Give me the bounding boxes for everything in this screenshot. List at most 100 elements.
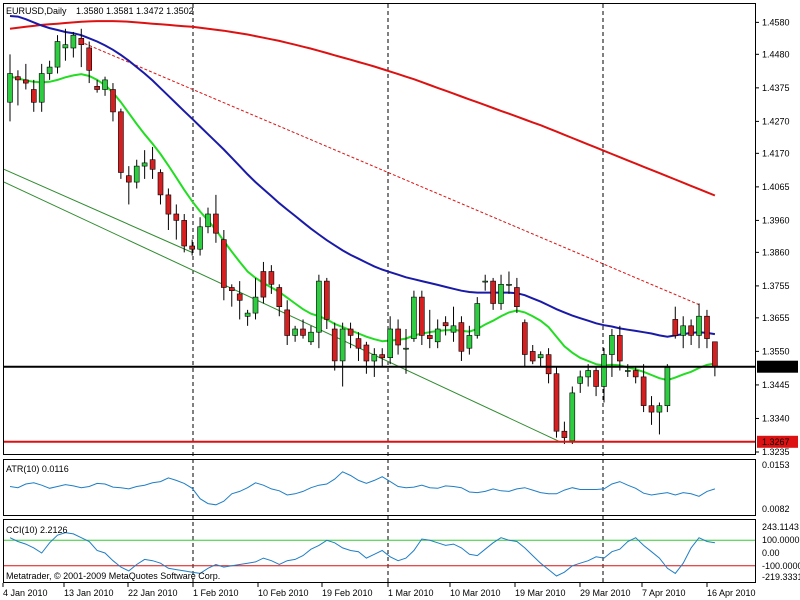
candle[interactable]	[308, 325, 314, 345]
candle[interactable]	[284, 300, 291, 345]
candle[interactable]	[236, 281, 243, 320]
price-axis-label: 1.3655	[762, 313, 790, 323]
candle[interactable]	[244, 309, 251, 326]
candle[interactable]	[656, 402, 663, 435]
candle[interactable]	[300, 319, 306, 339]
candle-body	[577, 376, 584, 384]
candle[interactable]	[577, 370, 584, 393]
candle[interactable]	[110, 83, 116, 122]
candle[interactable]	[672, 306, 679, 339]
trendlines[interactable]	[3, 41, 701, 443]
candle[interactable]	[561, 421, 568, 445]
candle[interactable]	[78, 28, 85, 68]
candle[interactable]	[252, 277, 259, 320]
candle[interactable]	[149, 146, 156, 179]
candle[interactable]	[458, 316, 465, 361]
candle[interactable]	[181, 214, 187, 253]
candle[interactable]	[15, 70, 21, 106]
candle[interactable]	[126, 166, 132, 205]
candle[interactable]	[292, 325, 298, 342]
candle[interactable]	[601, 348, 607, 403]
candle[interactable]	[54, 35, 61, 74]
candle[interactable]	[474, 297, 481, 339]
candle[interactable]	[537, 351, 544, 368]
candle[interactable]	[632, 367, 639, 384]
candle[interactable]	[205, 207, 211, 234]
candle[interactable]	[640, 364, 647, 413]
candle[interactable]	[593, 367, 599, 397]
candle[interactable]	[609, 329, 615, 377]
candle[interactable]	[213, 194, 219, 243]
candle[interactable]	[157, 169, 164, 205]
candle[interactable]	[696, 303, 702, 349]
candle[interactable]	[379, 348, 386, 368]
trendline-lower[interactable]	[3, 181, 561, 443]
candle[interactable]	[411, 290, 417, 342]
candle[interactable]	[331, 322, 338, 371]
candle[interactable]	[22, 63, 29, 90]
horizontal-levels[interactable]	[4, 365, 755, 443]
candle[interactable]	[395, 319, 401, 355]
candle[interactable]	[514, 277, 520, 314]
candle-body	[474, 303, 481, 336]
candle[interactable]	[46, 60, 53, 80]
candle[interactable]	[569, 386, 576, 445]
candle-body	[403, 347, 409, 350]
candle[interactable]	[387, 316, 394, 365]
candle[interactable]	[664, 364, 671, 413]
candle[interactable]	[355, 332, 362, 361]
candle[interactable]	[339, 322, 346, 387]
candle[interactable]	[173, 204, 180, 240]
candle[interactable]	[585, 364, 592, 387]
candle[interactable]	[371, 348, 378, 377]
candle[interactable]	[197, 217, 203, 256]
trendline-upper[interactable]	[3, 168, 193, 253]
candle[interactable]	[490, 277, 496, 310]
candle[interactable]	[70, 31, 77, 58]
candle[interactable]	[418, 290, 425, 345]
candle[interactable]	[7, 54, 13, 122]
candle[interactable]	[442, 316, 449, 336]
candle[interactable]	[229, 284, 235, 307]
candle[interactable]	[268, 265, 275, 294]
candle[interactable]	[38, 63, 45, 112]
candle[interactable]	[347, 322, 354, 349]
candle[interactable]	[141, 150, 148, 179]
candle[interactable]	[450, 306, 457, 342]
candle[interactable]	[102, 76, 108, 96]
candle[interactable]	[62, 28, 69, 61]
candle[interactable]	[688, 319, 694, 345]
candle[interactable]	[506, 271, 512, 294]
candle[interactable]	[260, 261, 267, 304]
candle[interactable]	[221, 230, 227, 301]
candle[interactable]	[165, 188, 172, 230]
candle[interactable]	[616, 325, 623, 371]
candle-body	[339, 328, 346, 362]
candle[interactable]	[466, 325, 473, 355]
candle[interactable]	[426, 309, 433, 349]
candle[interactable]	[648, 396, 655, 425]
candle[interactable]	[680, 316, 687, 349]
candle[interactable]	[94, 79, 100, 93]
date-axis-label: 22 Jan 2010	[128, 588, 178, 598]
candle[interactable]	[434, 319, 441, 349]
candle[interactable]	[316, 274, 322, 349]
candle[interactable]	[276, 284, 283, 317]
candle[interactable]	[521, 319, 528, 368]
candle[interactable]	[30, 79, 37, 112]
candle[interactable]	[363, 341, 370, 374]
candlesticks[interactable]	[7, 28, 718, 445]
candle[interactable]	[553, 367, 560, 438]
candle[interactable]	[482, 274, 489, 291]
candle[interactable]	[86, 41, 92, 84]
cci-panel-frame	[3, 519, 756, 583]
candle[interactable]	[529, 344, 536, 365]
candle[interactable]	[323, 277, 330, 330]
candle[interactable]	[498, 274, 504, 310]
candle[interactable]	[133, 159, 140, 189]
candle[interactable]	[704, 309, 710, 349]
candle[interactable]	[118, 108, 124, 179]
candle[interactable]	[189, 239, 195, 256]
resistance-trendline[interactable]	[79, 41, 701, 306]
